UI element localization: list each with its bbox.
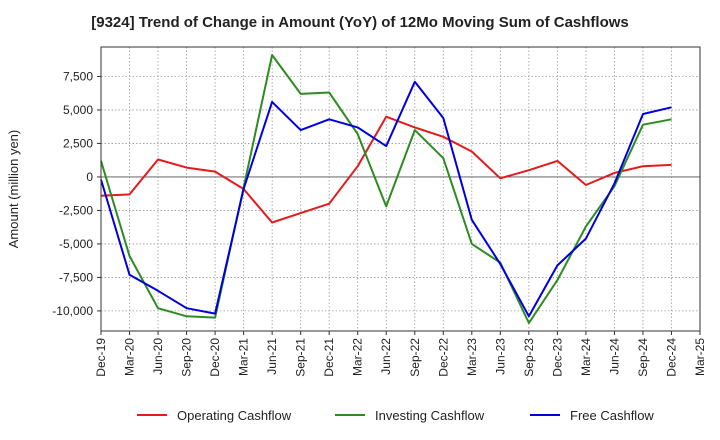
grid: [100, 47, 701, 331]
x-tick-label: Dec-22: [436, 338, 450, 377]
x-tick-label: Mar-22: [351, 338, 365, 376]
series-line-free-cashflow: [100, 80, 672, 318]
x-tick-label: Mar-23: [465, 338, 479, 376]
x-tick-label: Jun-24: [607, 338, 621, 375]
x-tick-label: Jun-23: [493, 338, 507, 375]
series-line-investing-cashflow: [100, 54, 672, 324]
legend-label: Investing Cashflow: [375, 408, 485, 423]
legend-label: Free Cashflow: [570, 408, 654, 423]
x-tick-label: Mar-25: [693, 338, 707, 376]
y-tick-label: -10,000: [52, 304, 93, 318]
y-axis: 7,500 5,000 2,500 0 -2,500 -5,000 -7,500 -10,00…: [52, 69, 101, 318]
chart-title: [9324] Trend of Change in Amount (YoY) o…: [91, 14, 629, 31]
x-tick-label: Dec-24: [664, 338, 678, 377]
x-tick-label: Mar-21: [237, 338, 251, 376]
x-tick-label: Mar-20: [123, 338, 137, 376]
series-line-operating-cashflow: [100, 115, 672, 224]
x-tick-label: Jun-21: [265, 338, 279, 375]
y-tick-label: 5,000: [63, 103, 93, 117]
legend: Operating Cashflow Investing Cashflow Free…: [137, 408, 654, 423]
x-axis: Dec-19 Mar-20 Jun-20 Sep-20 Dec-20 Mar-21 Jun-…: [94, 331, 707, 377]
plot-frame: [100, 46, 701, 332]
y-tick-label: 7,500: [63, 69, 93, 83]
x-tick-label: Mar-24: [579, 338, 593, 376]
y-axis-title: Amount (million yen): [6, 130, 21, 249]
x-tick-label: Dec-23: [550, 338, 564, 377]
x-tick-label: Dec-20: [208, 338, 222, 377]
y-tick-label: -2,500: [59, 203, 93, 217]
x-tick-label: Dec-21: [322, 338, 336, 377]
y-tick-label: 2,500: [63, 136, 93, 150]
x-tick-label: Dec-19: [94, 338, 108, 377]
y-tick-label: -7,500: [59, 270, 93, 284]
x-tick-label: Sep-22: [408, 338, 422, 377]
x-tick-label: Sep-24: [636, 338, 650, 377]
x-tick-label: Jun-22: [379, 338, 393, 375]
y-tick-label: 0: [86, 170, 93, 184]
series-layer: [100, 54, 672, 324]
x-tick-label: Sep-20: [180, 338, 194, 377]
x-tick-label: Jun-20: [151, 338, 165, 375]
x-tick-label: Sep-21: [294, 338, 308, 377]
x-tick-label: Sep-23: [522, 338, 536, 377]
y-tick-label: -5,000: [59, 237, 93, 251]
legend-label: Operating Cashflow: [177, 408, 292, 423]
